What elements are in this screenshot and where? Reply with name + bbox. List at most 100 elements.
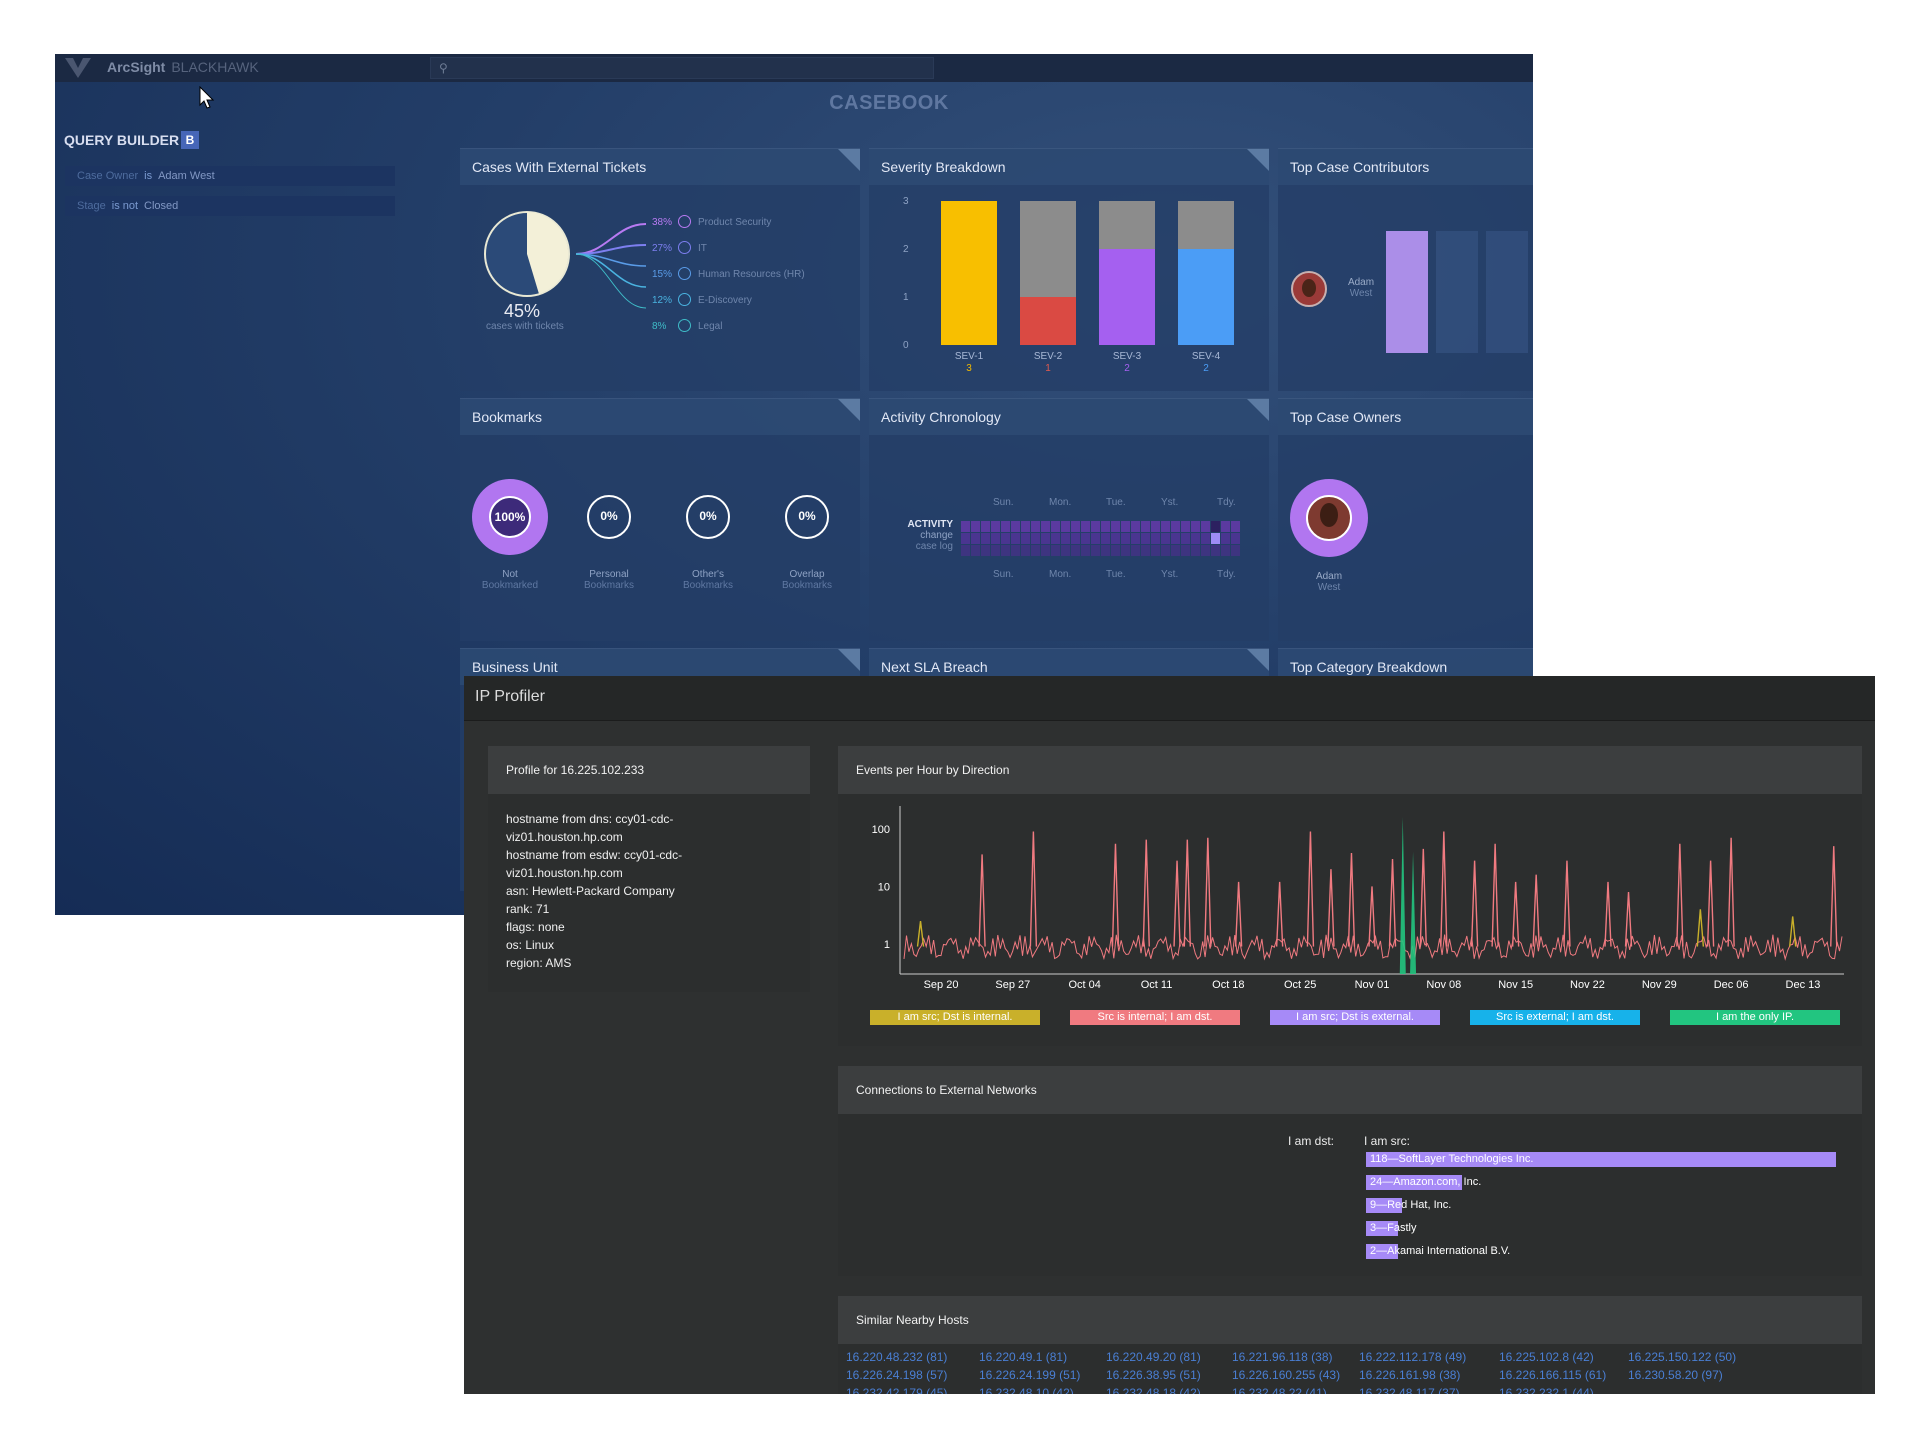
similar-host-link[interactable]: 16.232.48.117 (37) [1359, 1386, 1460, 1394]
contributor-first-name: Adam [1347, 277, 1375, 288]
tile-corner-toggle[interactable] [838, 149, 860, 171]
legend-item[interactable]: I am src; Dst is internal. [870, 1010, 1040, 1025]
panel-header: Profile for 16.225.102.233 [488, 746, 810, 794]
peak-mark [1173, 860, 1181, 947]
similar-host-link[interactable]: 16.226.24.198 (57) [846, 1368, 948, 1382]
similar-host-link[interactable]: 16.222.112.178 (49) [1359, 1350, 1467, 1364]
peak-mark [1830, 846, 1838, 947]
query-operator: is not [111, 200, 139, 212]
severity-bar[interactable] [1178, 249, 1234, 345]
activity-cell [1051, 521, 1060, 532]
similar-host-link[interactable]: 16.220.49.20 (81) [1106, 1350, 1201, 1364]
activity-cell [1131, 545, 1140, 556]
legend-item[interactable]: I am src; Dst is external. [1270, 1010, 1440, 1025]
severity-bar[interactable] [941, 201, 997, 345]
similar-host-link[interactable]: 16.232.48.22 (41) [1232, 1386, 1327, 1394]
owner-avatar-ring[interactable] [1290, 479, 1368, 557]
connection-bar[interactable] [1366, 1244, 1398, 1259]
similar-host-link[interactable]: 16.220.49.1 (81) [979, 1350, 1068, 1364]
query-row-case-owner[interactable]: Case Owner is Adam West [65, 166, 395, 186]
peak-mark [1142, 839, 1150, 947]
activity-cell [1231, 521, 1240, 532]
ticket-category-label[interactable]: Human Resources (HR) [698, 269, 805, 280]
series-baseline-line [903, 934, 1843, 961]
similar-host-link[interactable]: 16.226.24.199 (51) [979, 1368, 1081, 1382]
activity-cell [1181, 533, 1190, 544]
similar-host-link[interactable]: 16.226.38.95 (51) [1106, 1368, 1201, 1382]
activity-cell [1041, 521, 1050, 532]
connection-bar[interactable] [1366, 1152, 1836, 1167]
tile-corner-toggle[interactable] [838, 399, 860, 421]
similar-host-link[interactable]: 16.230.58.20 (97) [1628, 1368, 1723, 1382]
chronology-row-labels: ACTIVITY change case log [903, 519, 953, 552]
tile-corner-toggle[interactable] [1247, 649, 1269, 671]
day-label: Tue. [1106, 497, 1126, 508]
tile-top-case-contributors[interactable]: Top Case Contributors Adam West [1278, 148, 1533, 391]
bookmark-gauge[interactable]: 100% [472, 479, 548, 555]
bookmark-gauge[interactable]: 0% [571, 479, 647, 555]
activity-cell [1141, 521, 1150, 532]
peak-mark [1696, 909, 1705, 947]
ticket-fan-lines [576, 223, 646, 309]
similar-host-link[interactable]: 16.232.42.179 (45) [846, 1386, 948, 1394]
query-row-stage[interactable]: Stage is not Closed [65, 196, 395, 216]
query-builder-badge[interactable]: B [181, 131, 199, 149]
brand-name: ArcSight BLACKHAWK [107, 59, 259, 75]
similar-host-link[interactable]: 16.232.48.18 (42) [1106, 1386, 1201, 1394]
legend-item[interactable]: Src is external; I am dst. [1470, 1010, 1640, 1025]
connection-bar[interactable] [1366, 1175, 1462, 1190]
activity-cell [1121, 521, 1130, 532]
similar-host-link[interactable]: 16.220.48.232 (81) [846, 1350, 948, 1364]
activity-cell [1031, 521, 1040, 532]
tile-corner-toggle[interactable] [838, 649, 860, 671]
peak-mark [1706, 860, 1715, 947]
legend-item[interactable]: Src is internal; I am dst. [1070, 1010, 1240, 1025]
activity-cell [1211, 533, 1220, 544]
ticket-category-label[interactable]: Product Security [698, 217, 772, 228]
y-tick-label: 0 [903, 340, 909, 351]
legend-item[interactable]: I am the only IP. [1670, 1010, 1840, 1025]
tile-title: Top Case Owners [1290, 409, 1402, 425]
activity-cell [1001, 533, 1010, 544]
tile-external-tickets[interactable]: Cases With External Tickets 45% cases wi… [460, 148, 860, 391]
y-tick-label: 3 [903, 196, 909, 207]
bookmark-percent: 0% [686, 495, 730, 539]
similar-host-link[interactable]: 16.226.166.115 (61) [1499, 1368, 1607, 1382]
ticket-category-label[interactable]: Legal [698, 321, 723, 332]
connection-label: 3—Fastly [1370, 1222, 1417, 1234]
tile-activity-chronology[interactable]: Activity Chronology ACTIVITY change case… [869, 398, 1269, 641]
similar-host-link[interactable]: 16.221.96.118 (38) [1232, 1350, 1333, 1364]
severity-bar[interactable] [1020, 297, 1076, 345]
ticket-category-label[interactable]: IT [698, 243, 707, 254]
similar-host-link[interactable]: 16.232.48.10 (42) [979, 1386, 1074, 1394]
activity-cell [1041, 545, 1050, 556]
bookmark-gauge[interactable]: 0% [769, 479, 845, 555]
ticket-category-label[interactable]: E-Discovery [698, 295, 752, 306]
bookmark-gauge[interactable]: 0% [670, 479, 746, 555]
similar-host-link[interactable]: 16.226.161.98 (38) [1359, 1368, 1461, 1382]
day-label: Yst. [1161, 569, 1179, 580]
severity-bar[interactable] [1099, 249, 1155, 345]
severity-count: 2 [1203, 363, 1209, 374]
activity-cell [981, 533, 990, 544]
peak-mark [1306, 831, 1315, 947]
tile-bookmarks[interactable]: Bookmarks 100% Not Bookmarked 0% Personal Boo… [460, 398, 860, 641]
connection-bar[interactable] [1366, 1221, 1398, 1236]
similar-host-link[interactable]: 16.225.102.8 (42) [1499, 1350, 1594, 1364]
search-input[interactable]: ⚲ [430, 57, 934, 79]
peak-mark [1029, 831, 1038, 947]
y-tick-label: 1 [903, 292, 909, 303]
tile-top-case-owners[interactable]: Top Case Owners Adam West [1278, 398, 1533, 641]
similar-host-link[interactable]: 16.226.160.255 (43) [1232, 1368, 1341, 1382]
activity-cell [991, 533, 1000, 544]
tile-corner-toggle[interactable] [1247, 149, 1269, 171]
avatar[interactable] [1291, 271, 1327, 307]
ticket-percent: 45% [504, 301, 541, 321]
peak-mark [1788, 916, 1797, 947]
similar-host-link[interactable]: 16.225.150.122 (50) [1628, 1350, 1737, 1364]
similar-host-link[interactable]: 16.232.232.1 (44) [1499, 1386, 1594, 1394]
activity-cell [1091, 521, 1100, 532]
tile-corner-toggle[interactable] [1247, 399, 1269, 421]
connection-bar[interactable] [1366, 1198, 1402, 1213]
